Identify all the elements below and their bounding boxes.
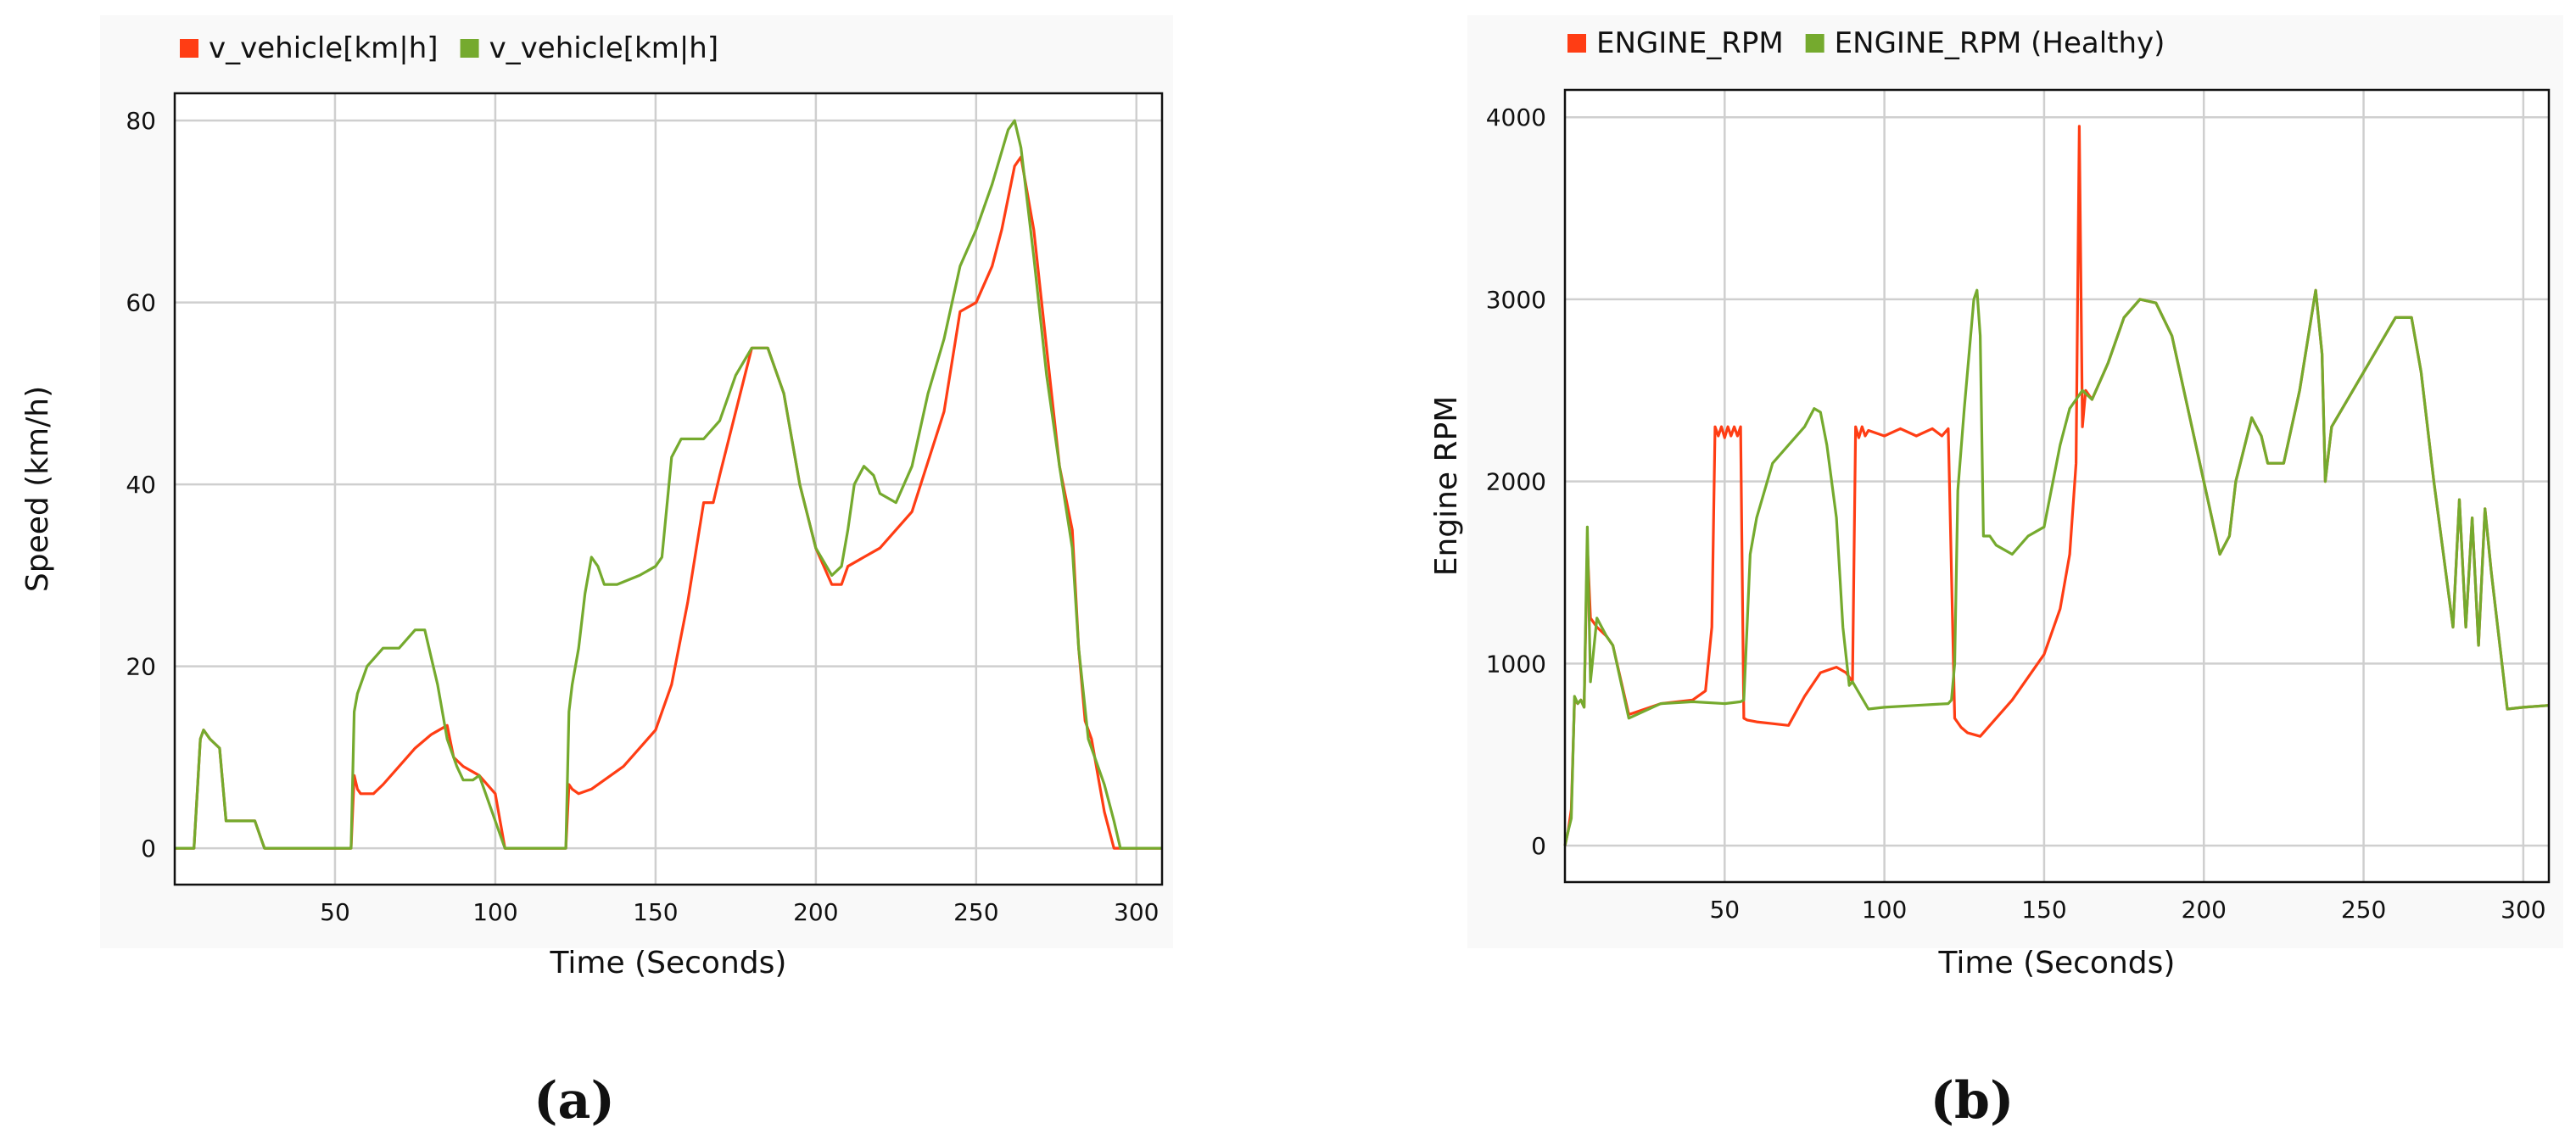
legend-label: ENGINE_RPM (Healthy) xyxy=(1835,26,2165,60)
series-line-2 xyxy=(1563,288,2550,846)
legend-label: v_vehicle[km|h] xyxy=(209,31,439,65)
legend-label: ENGINE_RPM xyxy=(1596,26,1784,60)
y-tick-label: 20 xyxy=(126,653,156,681)
plot-frame xyxy=(173,92,1164,886)
legend-swatch xyxy=(460,39,479,58)
y-tick-label: 0 xyxy=(141,835,156,863)
legend-swatch xyxy=(1567,34,1586,53)
y-tick-label: 60 xyxy=(126,289,156,317)
y-axis-label: Engine RPM xyxy=(1429,396,1464,577)
y-tick-label: 40 xyxy=(126,471,156,499)
y-tick-label: 0 xyxy=(1531,832,1546,860)
x-tick-label: 50 xyxy=(320,898,350,926)
x-tick-label: 200 xyxy=(793,898,838,926)
x-tick-label: 250 xyxy=(953,898,998,926)
y-axis-label: Speed (km/h) xyxy=(20,386,55,592)
x-tick-label: 300 xyxy=(1114,898,1159,926)
legend-swatch xyxy=(180,39,198,58)
y-tick-label: 80 xyxy=(126,107,156,135)
y-tick-label: 3000 xyxy=(1486,286,1546,314)
y-tick-label: 2000 xyxy=(1486,468,1546,496)
x-axis-label: Time (Seconds) xyxy=(1938,946,2176,980)
y-tick-label: 4000 xyxy=(1486,103,1546,131)
x-tick-label: 50 xyxy=(1709,896,1740,924)
x-tick-label: 100 xyxy=(1862,896,1907,924)
chart-a: 50 100 150 200 250 300 0 20 40 60 80 Time (Seconds)… xyxy=(20,15,1173,980)
caption-a: (a) xyxy=(534,1071,615,1131)
x-tick-label: 250 xyxy=(2341,896,2386,924)
legend-swatch xyxy=(1805,34,1824,53)
plot-frame xyxy=(1563,88,2551,884)
x-tick-label: 100 xyxy=(472,898,517,926)
caption-b: (b) xyxy=(1931,1071,2014,1131)
series-line-2 xyxy=(175,119,1162,850)
legend-label: v_vehicle[km|h] xyxy=(489,31,719,65)
y-tick-label: 1000 xyxy=(1486,650,1546,678)
x-tick-label: 150 xyxy=(633,898,678,926)
x-tick-label: 150 xyxy=(2021,896,2066,924)
x-axis-label: Time (Seconds) xyxy=(550,946,787,980)
x-tick-label: 200 xyxy=(2182,896,2227,924)
plot-area xyxy=(1565,90,2549,882)
x-tick-label: 300 xyxy=(2501,896,2545,924)
